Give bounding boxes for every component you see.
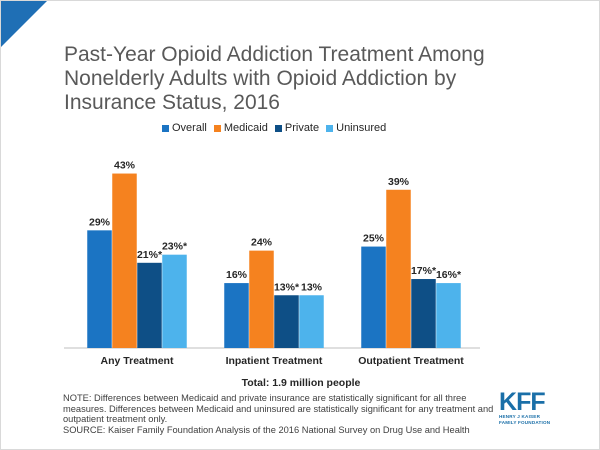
data-label-medicaid-3: 39% bbox=[388, 176, 410, 188]
legend-swatch-private bbox=[274, 124, 282, 132]
bar-medicaid-2 bbox=[249, 250, 274, 348]
legend-label-overall: Overall bbox=[172, 122, 207, 134]
data-label-private-3: 17%* bbox=[411, 265, 437, 277]
total-label: Total: 1.9 million people bbox=[241, 377, 361, 389]
data-label-overall-1: 29% bbox=[89, 216, 111, 228]
bar-uninsured-2 bbox=[299, 295, 324, 348]
bar-uninsured-3 bbox=[436, 283, 461, 348]
legend-label-private: Private bbox=[284, 122, 320, 134]
legend-item-private: Private bbox=[274, 122, 320, 134]
legend: Overall Medicaid Private Uninsured bbox=[162, 122, 393, 134]
corner-decoration bbox=[1, 1, 47, 47]
legend-item-overall: Overall bbox=[162, 122, 207, 134]
bar-chart: 29% 43% 21%*23%* Any Treatment 16% 24% 13%* 13%… bbox=[64, 160, 480, 367]
notes: NOTE: Differences between Medicaid and p… bbox=[63, 393, 508, 435]
data-label-private-1: 21%* bbox=[137, 249, 163, 261]
bar-private-1 bbox=[137, 262, 162, 348]
data-label-medicaid-1: 43% bbox=[114, 160, 136, 172]
legend-item-uninsured: Uninsured bbox=[326, 122, 386, 134]
logo-letter-f1: F bbox=[516, 388, 531, 416]
kff-logo: K F F HENRY J KAISER FAMILY FOUNDATION bbox=[499, 390, 559, 430]
data-label-overall-2: 16% bbox=[226, 269, 248, 281]
logo-line-2: FAMILY FOUNDATION bbox=[499, 419, 551, 425]
kff-logo-mark: K F F bbox=[499, 388, 559, 416]
legend-label-uninsured: Uninsured bbox=[336, 122, 387, 134]
note-text: NOTE: Differences between Medicaid and p… bbox=[63, 393, 494, 425]
data-label-uninsured-1: 23%* bbox=[162, 241, 188, 253]
bar-medicaid-1 bbox=[112, 173, 137, 348]
logo-line-1: HENRY J KAISER bbox=[499, 414, 541, 419]
legend-swatch-overall bbox=[162, 124, 169, 132]
data-label-overall-3: 25% bbox=[363, 233, 385, 245]
data-label-uninsured-2: 13% bbox=[301, 281, 323, 293]
bar-medicaid-3 bbox=[386, 189, 411, 348]
bar-uninsured-1 bbox=[162, 254, 187, 348]
bar-overall-1 bbox=[87, 230, 112, 348]
bar-overall-2 bbox=[224, 283, 249, 348]
legend-label-medicaid: Medicaid bbox=[223, 122, 268, 134]
data-label-medicaid-2: 24% bbox=[251, 237, 273, 249]
chart-title: Past-Year Opioid Addiction Treatment Amo… bbox=[64, 43, 485, 114]
legend-swatch-medicaid bbox=[213, 124, 221, 132]
bar-private-3 bbox=[411, 279, 436, 348]
legend-swatch-uninsured bbox=[326, 124, 334, 132]
legend-item-medicaid: Medicaid bbox=[213, 122, 268, 134]
bar-private-2 bbox=[274, 295, 299, 348]
bar-overall-3 bbox=[361, 246, 386, 348]
category-label-2: Inpatient Treatment bbox=[226, 355, 323, 367]
data-label-uninsured-3: 16%* bbox=[436, 269, 462, 281]
source-text: SOURCE: Kaiser Family Foundation Analysi… bbox=[63, 424, 470, 435]
category-label-3: Outpatient Treatment bbox=[358, 355, 464, 367]
category-label-1: Any Treatment bbox=[101, 355, 174, 367]
logo-letter-f2: F bbox=[530, 388, 545, 416]
data-label-private-2: 13%* bbox=[274, 281, 300, 293]
logo-letter-k: K bbox=[499, 388, 517, 416]
